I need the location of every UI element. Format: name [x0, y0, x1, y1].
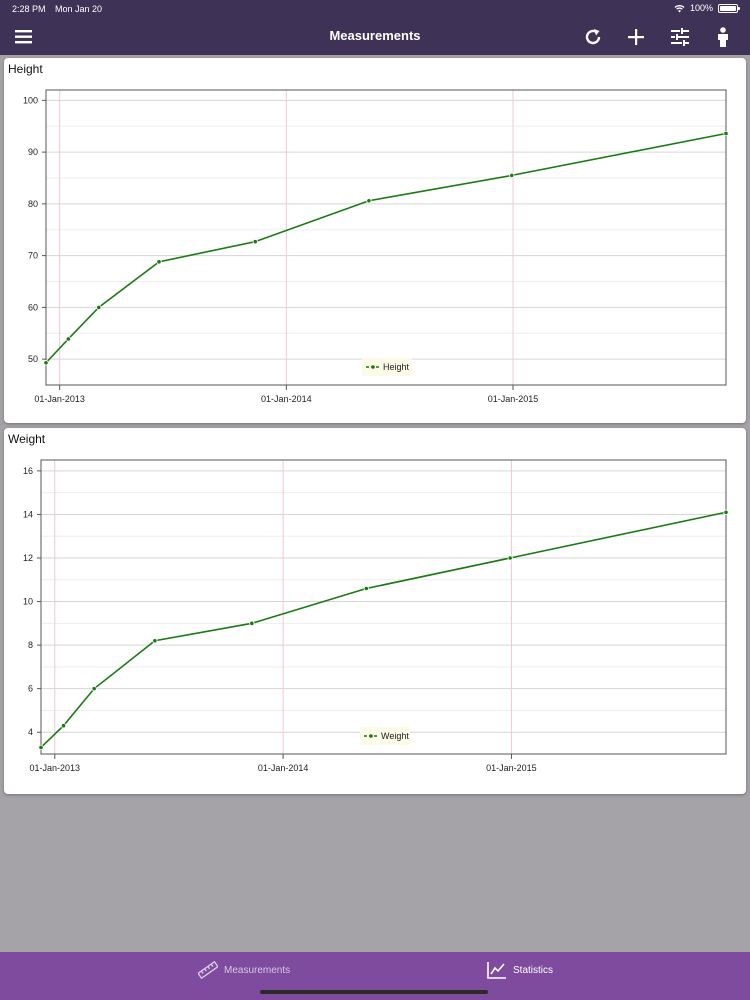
- home-indicator: [260, 990, 488, 994]
- weight-chart-title: Weight: [8, 432, 46, 446]
- x-tick-label: 01-Jan-2013: [29, 763, 80, 773]
- height-chart-title: Height: [8, 62, 43, 76]
- data-point: [38, 744, 44, 751]
- sliders-icon[interactable]: [668, 25, 692, 49]
- legend-label: Height: [383, 362, 410, 372]
- page-title: Measurements: [329, 28, 421, 43]
- legend-box: [360, 727, 410, 745]
- tab-measurements[interactable]: Measurements: [198, 961, 290, 979]
- data-point: [507, 555, 513, 561]
- data-point: [723, 130, 729, 137]
- add-icon[interactable]: [624, 25, 648, 49]
- y-tick-label: 100: [23, 95, 38, 105]
- y-tick-label: 16: [23, 466, 33, 476]
- data-point: [65, 336, 71, 342]
- legend-marker: [369, 734, 373, 738]
- y-tick-label: 12: [23, 553, 33, 563]
- data-point: [363, 585, 369, 592]
- tab-statistics-label: Statistics: [513, 964, 554, 976]
- plot-area-frame: [45, 89, 727, 386]
- y-tick-label: 4: [28, 727, 33, 737]
- y-tick-label: 6: [28, 684, 33, 694]
- tab-measurements-label: Measurements: [224, 964, 291, 976]
- nav-bar: Measurements: [0, 18, 750, 55]
- y-tick-label: 8: [28, 640, 33, 650]
- data-point: [152, 638, 158, 644]
- x-tick-label: 01-Jan-2014: [258, 763, 309, 773]
- y-tick-label: 14: [23, 509, 33, 519]
- wifi-icon: [674, 4, 685, 12]
- y-tick-label: 50: [28, 354, 38, 364]
- battery-icon: [718, 3, 740, 13]
- legend-marker: [371, 365, 375, 369]
- data-point: [252, 239, 258, 245]
- data-point: [60, 723, 67, 729]
- battery-percent: 100%: [689, 3, 713, 13]
- status-time: 2:28 PM: [12, 4, 46, 14]
- data-point: [249, 620, 255, 626]
- y-tick-label: 90: [28, 147, 38, 157]
- x-tick-label: 01-Jan-2015: [488, 394, 539, 404]
- height-chart: 50 60 70 80 90 100 01-Jan-2013 01-Jan-2014 01-Ja…: [23, 89, 729, 404]
- data-point: [91, 686, 97, 692]
- x-tick-label: 01-Jan-2013: [34, 394, 85, 404]
- series-line: [40, 511, 727, 749]
- legend-label: Weight: [381, 731, 409, 741]
- data-point: [509, 172, 515, 178]
- y-tick-label: 80: [28, 199, 38, 209]
- tab-statistics[interactable]: Statistics: [487, 961, 553, 979]
- status-indicators: 100%: [674, 3, 740, 13]
- chart-icon: [487, 962, 506, 979]
- x-tick-label: 01-Jan-2014: [261, 394, 312, 404]
- series-line: [45, 132, 727, 364]
- status-date: Mon Jan 20: [55, 4, 103, 14]
- weight-chart-card: Weight 4 6 8 10 12 14 16 01-Jan-2013 01-Jan-2014…: [4, 428, 746, 794]
- data-point: [723, 509, 729, 515]
- data-point: [43, 360, 49, 366]
- height-chart-card: Height 50 60 70 80 90 100 01-Jan-2013 01-Jan-20…: [4, 58, 746, 423]
- data-point: [366, 198, 372, 204]
- y-tick-label: 10: [23, 597, 33, 607]
- person-icon[interactable]: [711, 25, 735, 49]
- y-tick-label: 70: [28, 251, 38, 261]
- data-point: [156, 259, 162, 265]
- menu-icon[interactable]: [12, 25, 36, 49]
- y-tick-label: 60: [28, 302, 38, 312]
- ruler-icon: [198, 961, 218, 979]
- status-bar: 2:28 PM Mon Jan 20 100%: [0, 0, 750, 18]
- weight-chart: 4 6 8 10 12 14 16 01-Jan-2013 01-Jan-2014 01-Jan-…: [23, 459, 729, 773]
- data-point: [96, 304, 102, 310]
- refresh-icon[interactable]: [581, 25, 605, 49]
- plot-area-frame: [40, 459, 727, 755]
- legend-box: [362, 358, 412, 376]
- x-tick-label: 01-Jan-2015: [486, 763, 537, 773]
